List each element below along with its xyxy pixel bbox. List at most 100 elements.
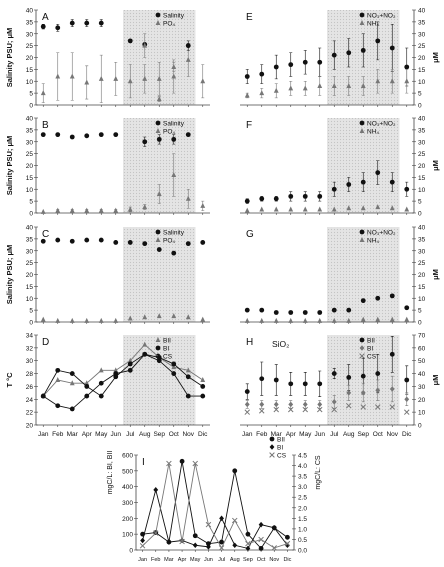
data-point: [259, 401, 265, 408]
legend-label: NO₃+NO₂: [367, 13, 396, 20]
data-point: [171, 73, 177, 79]
data-point: [258, 546, 264, 551]
x-tick-label: Nov: [182, 431, 194, 438]
y-tick-label: 50: [418, 358, 426, 365]
y-tick-label-right: 4.0: [298, 463, 307, 470]
data-point: [171, 136, 177, 142]
x-tick-label: Mar: [164, 557, 174, 563]
data-point: [98, 75, 104, 81]
data-point: [244, 389, 250, 394]
y-tick-label: 0: [418, 320, 422, 327]
x-tick-label: May: [95, 431, 108, 438]
legend-marker: [155, 120, 161, 126]
data-point: [302, 381, 308, 387]
legend-label: NH₄: [367, 129, 379, 136]
data-point: [245, 531, 251, 537]
y-tick-label: 5: [29, 308, 33, 315]
y-axis-label: Salinity PSU; μM: [5, 245, 14, 305]
data-point: [360, 179, 366, 185]
y-tick-label: 15: [418, 175, 426, 182]
data-point: [404, 64, 410, 70]
y-tick-label: 10: [418, 79, 426, 86]
data-point: [84, 393, 90, 399]
y-tick-label-right: 3.5: [298, 474, 307, 481]
data-point: [84, 237, 90, 243]
legend-marker: [269, 436, 275, 442]
data-point: [84, 384, 90, 389]
data-point: [40, 24, 46, 30]
panel-letter: D: [42, 337, 49, 348]
data-point: [142, 42, 148, 48]
data-point: [331, 83, 337, 88]
data-point: [360, 316, 366, 322]
x-tick-label: Mar: [271, 431, 283, 438]
data-point: [331, 406, 338, 413]
x-tick-label: Apr: [286, 431, 297, 438]
data-point: [317, 401, 323, 408]
series-salinity: [40, 132, 162, 147]
data-point: [113, 132, 119, 138]
series-extra: [142, 33, 177, 102]
y-tick-label-right: 2.5: [298, 495, 307, 502]
legend-label: CS: [163, 354, 173, 361]
data-point: [244, 409, 251, 415]
data-point: [171, 250, 177, 256]
y-tick-label: 40: [26, 225, 34, 232]
panel-a: 0 5 10 15 20 25 30 35 40 Salinity PSU; μM A Salinit…: [5, 8, 210, 110]
data-point: [113, 367, 119, 373]
y-tick-label: 100: [122, 532, 133, 539]
y-axis-label-right: mgC/L: CS: [315, 455, 322, 490]
data-point: [331, 399, 337, 405]
data-point: [331, 52, 337, 58]
data-point: [140, 537, 145, 544]
data-point: [287, 406, 294, 413]
data-point: [113, 207, 119, 213]
data-point: [273, 310, 279, 315]
data-point: [69, 20, 75, 26]
data-point: [302, 406, 309, 413]
data-point: [271, 545, 278, 551]
data-point: [84, 79, 90, 85]
y-tick-label: 0: [129, 548, 133, 555]
y-tick-label: 15: [418, 67, 426, 74]
panel-letter: C: [42, 229, 49, 240]
data-point: [171, 313, 177, 319]
data-point: [142, 351, 148, 357]
x-tick-label: Dic: [198, 431, 208, 438]
legend-label: BI: [163, 346, 169, 353]
data-point: [317, 193, 323, 199]
y-tick-label: 20: [418, 272, 426, 279]
data-point: [232, 542, 238, 549]
data-point: [185, 43, 191, 49]
data-point: [55, 73, 61, 79]
y-tick-label: 5: [418, 91, 422, 98]
y-tick-label: 30: [26, 139, 34, 146]
y-tick-label: 0: [418, 211, 422, 218]
data-point: [69, 406, 75, 412]
data-point: [98, 207, 104, 213]
data-point: [259, 307, 265, 313]
y-axis-label: Salinity PSU; μM: [5, 28, 14, 88]
data-point: [273, 206, 279, 212]
y-tick-label: 20: [26, 423, 34, 430]
data-point: [127, 315, 133, 321]
y-tick-label: 10: [26, 296, 34, 303]
panel-d: 20 22 24 26 28 30 32 34 T °C Jan Feb Mar Apr May Jun Ju…: [5, 333, 210, 438]
data-point: [259, 317, 265, 323]
y-tick-label: 20: [418, 163, 426, 170]
legend-marker: [359, 120, 365, 126]
data-point: [185, 241, 191, 247]
y-tick-label-right: 2.0: [298, 505, 307, 512]
y-tick-label: 15: [26, 175, 34, 182]
series-extra: [171, 132, 191, 145]
x-tick-label: Feb: [256, 431, 268, 438]
y-tick-label: 28: [26, 371, 34, 378]
y-tick-label: 35: [26, 19, 34, 26]
legend-marker: [359, 12, 365, 18]
x-tick-label: Dic: [402, 431, 412, 438]
